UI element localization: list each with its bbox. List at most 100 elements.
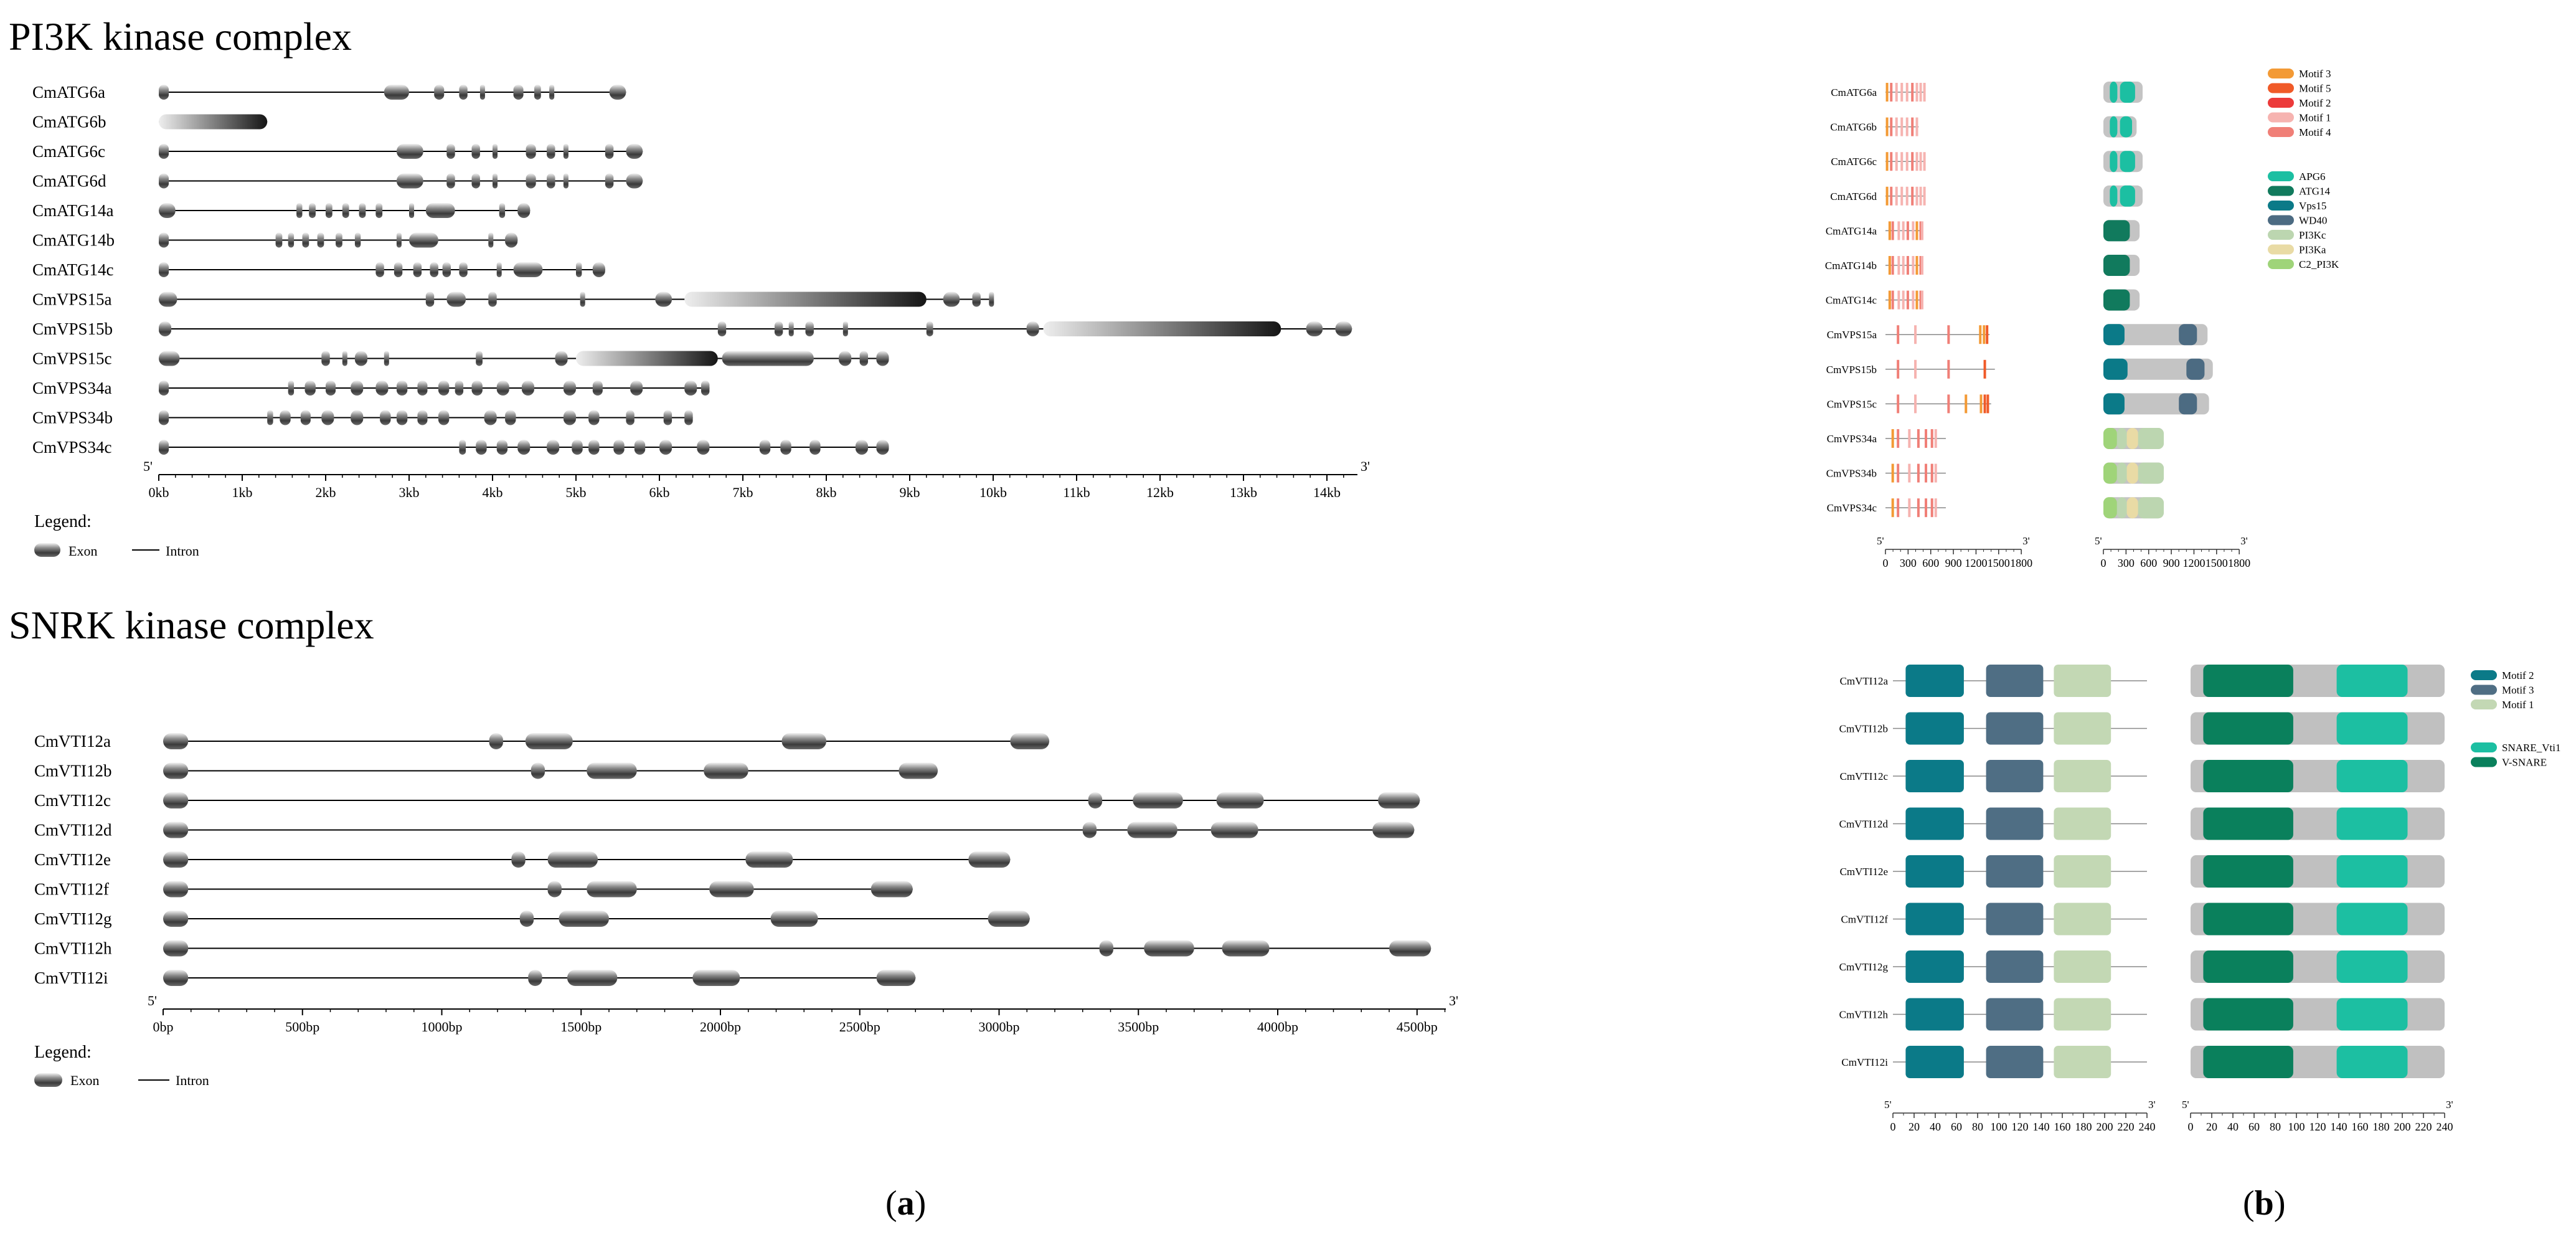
legend-label: C2_PI3K [2299, 258, 2339, 270]
exon [499, 203, 506, 218]
motif-mark [1920, 256, 1923, 275]
exon [159, 203, 176, 218]
exon [459, 440, 466, 455]
motif-mark [1912, 290, 1915, 310]
gene-name: CmATG14c [32, 260, 114, 279]
motif-mark [1897, 394, 1900, 414]
motif-mark [1897, 498, 1900, 518]
exon [563, 144, 569, 159]
exon [359, 203, 366, 218]
motif-mark [1923, 152, 1926, 171]
axis-tick-label: 1500bp [560, 1019, 602, 1035]
motif-block [2054, 760, 2111, 792]
axis-tick-label: 120 [2309, 1121, 2326, 1133]
exon [476, 440, 487, 455]
exon [526, 173, 536, 189]
axis-tick-label: 240 [2139, 1121, 2156, 1133]
exon [163, 792, 189, 808]
exon [684, 381, 697, 396]
legend-label: Motif 5 [2299, 83, 2331, 95]
exon [396, 232, 402, 248]
domain-block [2120, 151, 2135, 173]
exon [455, 381, 464, 396]
motif-mark [1947, 394, 1950, 414]
exon [547, 173, 555, 189]
exon [413, 262, 422, 277]
gene-name: CmVTI12g [34, 909, 112, 928]
snrk-title: SNRK kinase complex [9, 603, 374, 647]
motif-block [1986, 665, 2044, 697]
legend-label: SNARE_Vti1 [2502, 742, 2560, 754]
exon [1216, 792, 1264, 808]
motif-mark [1979, 325, 1982, 344]
axis-three-prime: 3' [2446, 1099, 2453, 1111]
protein-name: CmVPS15c [1827, 398, 1877, 410]
pi3k-protein-motifs-domains: CmATG6a CmATG6b CmATG6c CmATG6d CmATG14a CmAT… [1825, 68, 2339, 569]
protein-name: CmATG6d [1830, 191, 1877, 202]
exon [697, 440, 710, 455]
motif-mark [1891, 498, 1894, 518]
domain-block [2120, 116, 2133, 138]
snrk-legend: Legend: Exon Intron [34, 1043, 209, 1088]
legend-label: Motif 3 [2502, 685, 2534, 696]
motif-block [1905, 855, 1964, 888]
axis-five-prime: 5' [1884, 1099, 1892, 1111]
axis-tick-label: 1200 [2182, 557, 2205, 569]
motif-mark [1925, 498, 1928, 518]
motif-mark [1914, 359, 1917, 379]
motif-mark [1925, 463, 1928, 483]
exon [626, 410, 635, 425]
axis-tick-label: 220 [2118, 1121, 2135, 1133]
domain-block [2126, 497, 2138, 519]
exon [496, 381, 509, 396]
exon [876, 440, 889, 455]
exon [375, 203, 383, 218]
exon [288, 381, 295, 396]
domain-block [2110, 185, 2118, 207]
exon [717, 321, 727, 336]
motif-mark [1934, 429, 1937, 448]
legend-swatch [2471, 742, 2497, 752]
exon [876, 351, 889, 366]
axis-tick-label: 0 [2101, 557, 2107, 569]
gene-name: CmATG14b [32, 231, 115, 250]
gene-name: CmVTI12c [34, 791, 111, 810]
legend-swatch [2471, 670, 2497, 680]
exon [459, 85, 468, 100]
legend-swatch [2268, 69, 2294, 78]
axis-tick-label: 1500 [1988, 557, 2010, 569]
motif-mark [1897, 359, 1900, 379]
legend-title: Legend: [34, 1043, 92, 1062]
motif-mark [1897, 463, 1900, 483]
exon [780, 440, 791, 455]
exon [1389, 940, 1432, 957]
axis-tick-label: 3000bp [979, 1019, 1020, 1035]
motif-mark [1917, 498, 1920, 518]
motif-block [1905, 665, 1964, 697]
motif-block [1986, 807, 2044, 840]
motif-mark [1915, 290, 1918, 310]
exon [163, 851, 189, 868]
protein-name: CmVTI12i [1841, 1056, 1888, 1068]
exon [521, 381, 534, 396]
axis-tick-label: 1kb [232, 485, 253, 500]
exon [384, 85, 409, 100]
motif-mark [1888, 221, 1891, 240]
axis-tick-label: 4500bp [1397, 1019, 1438, 1035]
motif-mark [1895, 186, 1898, 206]
axis-tick-label: 100 [1991, 1121, 2007, 1133]
exon [163, 881, 189, 898]
exon [326, 381, 336, 396]
exon [526, 144, 536, 159]
exon [572, 440, 583, 455]
exon [336, 232, 342, 248]
legend-label: PI3Ka [2299, 244, 2326, 256]
domain-block [2203, 903, 2293, 936]
exon [805, 321, 814, 336]
exon [547, 144, 555, 159]
protein-name: CmATG6a [1831, 87, 1877, 98]
axis-tick-label: 80 [2270, 1121, 2281, 1133]
domain-block [2336, 950, 2408, 983]
domain-block [2103, 358, 2128, 380]
protein-name: CmATG6b [1830, 121, 1877, 133]
